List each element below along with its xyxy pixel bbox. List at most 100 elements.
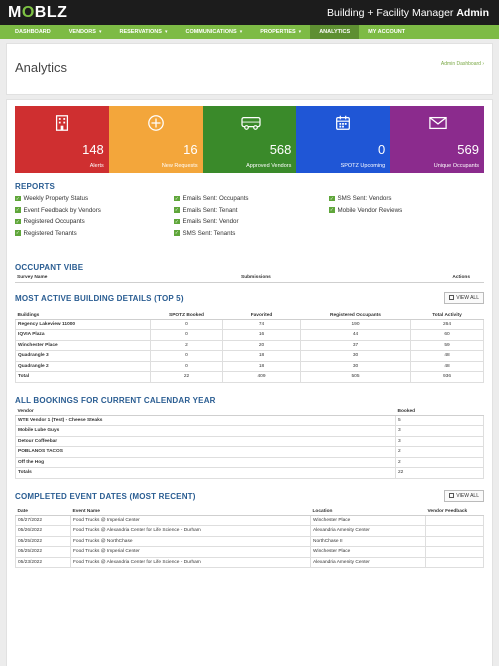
list-icon bbox=[449, 295, 455, 300]
tile-value: 568 bbox=[269, 142, 292, 157]
chevron-down-icon: ▾ bbox=[239, 29, 243, 35]
page-header: Analytics Admin Dashboard › bbox=[6, 43, 493, 95]
plus-circle-icon bbox=[147, 114, 165, 132]
tile-unique-occupants[interactable]: 569 Unique Occupants bbox=[390, 106, 484, 173]
report-link[interactable]: ✓ Mobile Vendor Reviews bbox=[329, 206, 403, 214]
table-cell: 05/26/2022 bbox=[15, 525, 71, 537]
table-cell: 2 bbox=[395, 446, 484, 458]
table-cell: Food Trucks @ Imperial Center bbox=[70, 514, 311, 526]
nav-communications[interactable]: COMMUNICATIONS ▾ bbox=[185, 29, 243, 35]
nav-dashboard[interactable]: DASHBOARD bbox=[15, 29, 51, 35]
tile-label: Approved Vendors bbox=[246, 163, 292, 169]
chevron-down-icon: ▾ bbox=[298, 29, 302, 35]
checkbox-icon: ✓ bbox=[329, 207, 335, 213]
table-cell: 3 bbox=[395, 425, 484, 437]
breadcrumb-admin-dashboard[interactable]: Admin Dashboard › bbox=[440, 61, 484, 67]
table-cell: 0 bbox=[150, 318, 223, 330]
tile-new-requests[interactable]: 16 New Requests bbox=[108, 106, 203, 173]
tile-label: Unique Occupants bbox=[433, 163, 479, 169]
events-view-all-button[interactable]: VIEW ALL bbox=[444, 489, 484, 502]
user-role: Admin bbox=[456, 6, 489, 19]
table-row: Detour Coffeebar 3 bbox=[15, 435, 484, 447]
report-link[interactable]: ✓ Emails Sent: Occupants bbox=[174, 195, 249, 202]
table-row: Off the Hog 2 bbox=[15, 456, 484, 468]
table-cell: Totals bbox=[15, 467, 396, 479]
table-cell: 22 bbox=[395, 467, 484, 479]
report-link[interactable]: ✓ SMS Sent: Tenants bbox=[174, 229, 236, 237]
table-cell: Winchester Place bbox=[15, 339, 151, 351]
report-link[interactable]: ✓ Registered Tenants bbox=[15, 229, 77, 237]
tile-alerts[interactable]: 148 Alerts bbox=[15, 106, 109, 173]
building-icon bbox=[53, 114, 71, 132]
table-cell: Winchester Place bbox=[310, 546, 426, 558]
table-cell: 22 bbox=[150, 371, 223, 383]
column-header: Favorited bbox=[222, 311, 301, 320]
table-cell: 409 bbox=[222, 371, 301, 383]
page-title: Analytics bbox=[15, 60, 68, 75]
table-cell: 2 bbox=[150, 339, 223, 351]
table-cell: POBLANOS TACOS bbox=[15, 446, 396, 458]
report-link[interactable]: ✓ SMS Sent: Vendors bbox=[329, 195, 392, 202]
truck-icon bbox=[240, 114, 262, 132]
column-header: Total Activity bbox=[410, 311, 484, 320]
table-cell: Food Trucks @ Alexandria Center for Life… bbox=[70, 525, 311, 537]
checkbox-icon: ✓ bbox=[15, 218, 21, 225]
table-row: 05/25/2022 Food Trucks @ NorthChase NorthC… bbox=[15, 535, 484, 547]
nav-reservations[interactable]: RESERVATIONS ▾ bbox=[119, 29, 168, 35]
events-table: Date Event Name Location Vendor Feedback 05… bbox=[15, 507, 484, 569]
table-cell: Quadrangle 3 bbox=[15, 350, 151, 362]
tile-spotz-upcoming[interactable]: 0 SPOTZ Upcoming bbox=[296, 106, 391, 173]
checkbox-icon: ✓ bbox=[174, 195, 180, 202]
buildings-view-all-button[interactable]: VIEW ALL bbox=[444, 291, 484, 304]
table-cell: Quadrangle 2 bbox=[15, 360, 151, 372]
buildings-table: Buildings SPOTZ Booked Favorited Registered… bbox=[15, 311, 484, 383]
checkbox-icon: ✓ bbox=[174, 218, 180, 225]
nav-analytics[interactable]: ANALYTICS bbox=[310, 25, 360, 39]
table-row: POBLANOS TACOS 2 bbox=[15, 446, 484, 458]
table-row: 05/27/2022 Food Trucks @ Imperial Center W… bbox=[15, 514, 484, 526]
table-cell: 05/27/2022 bbox=[15, 514, 71, 526]
checkbox-icon: ✓ bbox=[329, 195, 335, 202]
table-cell: Winchester Place bbox=[310, 514, 426, 526]
tile-approved-vendors[interactable]: 568 Approved Vendors bbox=[202, 106, 297, 173]
table-row: Quadrangle 3 0 18 30 48 bbox=[15, 350, 484, 362]
app-title: Building + Facility Manager Admin bbox=[327, 6, 489, 19]
bookings-table: Vendor Booked WTE Vendor 1 (Test) - Chees… bbox=[15, 407, 484, 479]
table-cell: Regency Lakeview 11000 bbox=[15, 318, 151, 330]
report-link[interactable]: ✓ Registered Occupants bbox=[15, 218, 85, 225]
checkbox-icon: ✓ bbox=[15, 230, 21, 236]
table-row: Total 22 409 505 936 bbox=[15, 371, 484, 383]
bookings-title: ALL BOOKINGS FOR CURRENT CALENDAR YEAR bbox=[15, 395, 216, 405]
tile-value: 0 bbox=[377, 142, 386, 157]
column-header: SPOTZ Booked bbox=[150, 311, 223, 320]
column-header: Event Name bbox=[70, 507, 311, 516]
report-link[interactable]: ✓ Emails Sent: Tenant bbox=[174, 206, 238, 214]
table-cell: 59 bbox=[410, 339, 484, 351]
table-cell: 44 bbox=[300, 329, 411, 341]
report-link[interactable]: ✓ Weekly Property Status bbox=[15, 195, 89, 202]
table-cell: 0 bbox=[150, 350, 223, 362]
table-cell: 37 bbox=[300, 339, 411, 351]
events-title: COMPLETED EVENT DATES (MOST RECENT) bbox=[15, 491, 196, 501]
nav-vendors[interactable]: VENDORS ▾ bbox=[68, 29, 102, 35]
table-cell: Food Trucks @ NorthChase bbox=[70, 535, 311, 547]
nav-my-account[interactable]: MY ACCOUNT bbox=[368, 29, 406, 35]
main-nav: DASHBOARD VENDORS ▾ RESERVATIONS ▾ COMMUNICAT… bbox=[0, 25, 499, 39]
table-cell: Food Trucks @ Alexandria Center for Life… bbox=[70, 556, 311, 568]
table-cell: IQVIA Plaza bbox=[15, 329, 151, 341]
table-cell bbox=[425, 535, 484, 547]
report-link[interactable]: ✓ Emails Sent: Vendor bbox=[174, 218, 239, 225]
report-empty bbox=[329, 218, 479, 225]
table-cell bbox=[425, 525, 484, 537]
reports-title: REPORTS bbox=[15, 182, 56, 191]
table-cell: 2 bbox=[395, 456, 484, 468]
table-cell: 18 bbox=[222, 350, 301, 362]
nav-properties[interactable]: PROPERTIES ▾ bbox=[260, 29, 302, 35]
table-row: Winchester Place 2 20 37 59 bbox=[15, 339, 484, 351]
tile-label: New Requests bbox=[161, 163, 198, 169]
column-header: Location bbox=[310, 507, 426, 516]
table-cell: 30 bbox=[300, 350, 411, 362]
logo[interactable]: MOBLZ bbox=[8, 3, 68, 21]
report-link[interactable]: ✓ Event Feedback by Vendors bbox=[15, 206, 101, 214]
table-cell: 190 bbox=[300, 318, 411, 330]
